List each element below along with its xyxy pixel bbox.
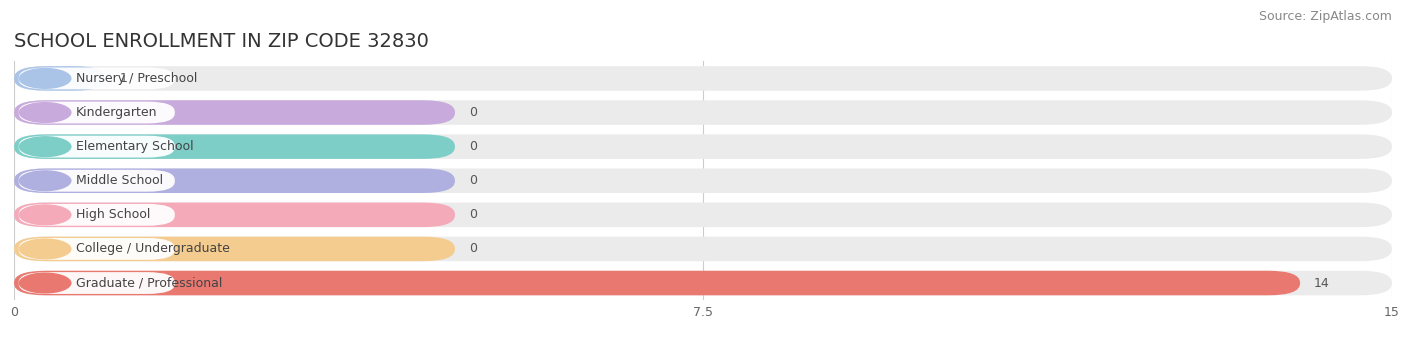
FancyBboxPatch shape [14, 237, 456, 261]
Text: 1: 1 [120, 72, 128, 85]
Ellipse shape [18, 204, 72, 225]
FancyBboxPatch shape [14, 168, 456, 193]
FancyBboxPatch shape [18, 68, 174, 89]
FancyBboxPatch shape [14, 100, 456, 125]
Text: 0: 0 [468, 140, 477, 153]
FancyBboxPatch shape [14, 66, 105, 91]
Text: 0: 0 [468, 174, 477, 187]
Text: 0: 0 [468, 106, 477, 119]
Text: Kindergarten: Kindergarten [76, 106, 157, 119]
Text: High School: High School [76, 208, 150, 221]
Text: Elementary School: Elementary School [76, 140, 194, 153]
FancyBboxPatch shape [14, 134, 456, 159]
FancyBboxPatch shape [18, 102, 174, 123]
FancyBboxPatch shape [18, 272, 174, 294]
FancyBboxPatch shape [14, 203, 1392, 227]
Ellipse shape [18, 272, 72, 294]
FancyBboxPatch shape [14, 271, 1301, 295]
FancyBboxPatch shape [14, 100, 1392, 125]
Ellipse shape [18, 170, 72, 191]
Text: Graduate / Professional: Graduate / Professional [76, 277, 222, 290]
Ellipse shape [18, 136, 72, 157]
FancyBboxPatch shape [18, 238, 174, 260]
FancyBboxPatch shape [14, 134, 1392, 159]
Text: SCHOOL ENROLLMENT IN ZIP CODE 32830: SCHOOL ENROLLMENT IN ZIP CODE 32830 [14, 32, 429, 51]
FancyBboxPatch shape [18, 136, 174, 158]
Text: 0: 0 [468, 242, 477, 255]
FancyBboxPatch shape [14, 271, 1392, 295]
Text: Nursery / Preschool: Nursery / Preschool [76, 72, 197, 85]
Ellipse shape [18, 102, 72, 123]
FancyBboxPatch shape [14, 66, 1392, 91]
FancyBboxPatch shape [14, 237, 1392, 261]
FancyBboxPatch shape [14, 203, 456, 227]
FancyBboxPatch shape [14, 168, 1392, 193]
Text: College / Undergraduate: College / Undergraduate [76, 242, 231, 255]
Ellipse shape [18, 68, 72, 89]
Text: 14: 14 [1313, 277, 1330, 290]
Text: Middle School: Middle School [76, 174, 163, 187]
Text: Source: ZipAtlas.com: Source: ZipAtlas.com [1258, 10, 1392, 23]
Text: 0: 0 [468, 208, 477, 221]
Ellipse shape [18, 238, 72, 260]
FancyBboxPatch shape [18, 170, 174, 192]
FancyBboxPatch shape [18, 204, 174, 226]
